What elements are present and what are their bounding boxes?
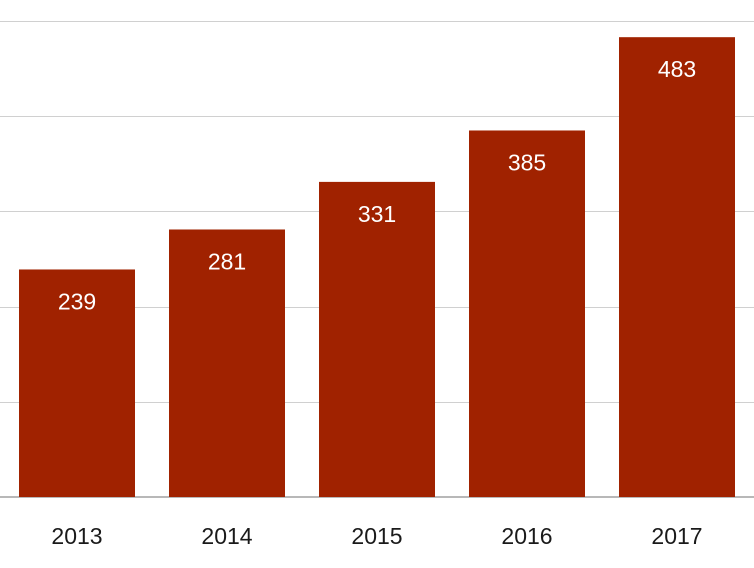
x-tick-label-2013: 2013 [51,523,102,549]
value-label-2017: 483 [658,56,696,82]
bar-2016 [469,130,585,498]
bar-2017 [619,37,735,498]
value-label-2014: 281 [208,248,246,274]
x-tick-labels: 2013 2014 2015 2016 2017 [51,523,702,549]
bar-2014 [169,229,285,497]
x-tick-label-2014: 2014 [201,523,252,549]
value-label-2016: 385 [508,149,546,175]
bar-2013 [19,269,135,497]
bars [19,37,735,498]
x-tick-label-2015: 2015 [351,523,402,549]
x-tick-label-2016: 2016 [501,523,552,549]
value-label-2015: 331 [358,201,396,227]
value-labels: 239 281 331 385 483 [58,56,696,314]
x-tick-label-2017: 2017 [651,523,702,549]
bar-2015 [319,181,435,497]
value-label-2013: 239 [58,288,96,314]
